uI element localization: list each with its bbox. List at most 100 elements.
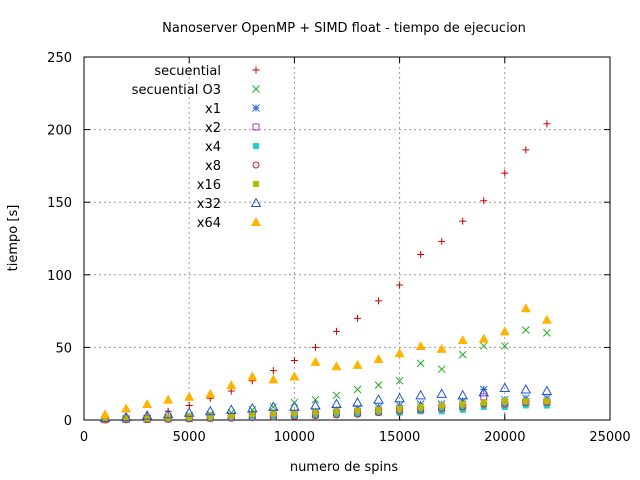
plot-frame [83,56,611,421]
data-point [501,169,509,177]
data-point [141,410,153,420]
y-tick-label: 100 [47,269,72,284]
data-marks [99,120,553,424]
data-point [478,386,490,397]
data-point [270,410,277,417]
data-point [184,391,195,401]
data-point [205,388,216,398]
data-point [249,411,256,418]
data-point [543,120,551,128]
x-tick-label: 20000 [484,430,525,445]
axis-ticks: 0 5000 10000 15000 20000 25000 0 50 100 150 200 250 [47,51,631,445]
data-point [354,314,362,322]
legend: secuential secuential O3 x1 x2 x4 x8 x16 x32 x64 [132,64,262,231]
legend-label: x32 [197,197,221,212]
x-tick-label: 5000 [173,430,206,445]
y-tick-label: 0 [64,414,72,429]
legend-label: secuential [154,64,221,79]
data-point [417,403,424,410]
data-point [459,217,467,225]
data-point [417,250,425,258]
series-secuential [101,120,551,423]
legend-marker [250,197,262,207]
data-point [396,281,404,289]
data-point [499,326,510,336]
data-point [269,367,277,375]
data-point [186,414,193,421]
legend-label: x16 [197,178,221,193]
data-point [226,380,237,390]
data-point [352,359,363,369]
data-point [396,409,403,416]
legend-marker [252,104,260,112]
data-point [394,348,405,358]
data-point [520,303,531,313]
x-tick-label: 10000 [274,430,315,445]
data-point [522,146,530,154]
data-point [354,411,361,418]
data-point [437,365,446,374]
data-point [480,197,488,205]
data-point [352,397,363,407]
data-point [416,359,425,368]
data-point [415,389,426,400]
y-tick-label: 50 [55,341,72,356]
data-point [163,394,174,404]
data-point [312,412,319,419]
data-point [311,395,320,404]
data-point [331,398,342,409]
data-point [269,403,278,411]
x-tick-label: 25000 [589,430,630,445]
data-point [142,399,153,409]
data-point [521,326,530,334]
x-axis-label: numero de spins [290,460,399,475]
data-point [480,393,488,401]
legend-marker [252,123,260,131]
data-point [373,394,384,404]
data-point [436,343,447,353]
data-point [522,398,529,405]
data-point [479,342,488,350]
data-point [332,327,340,335]
data-point [291,409,298,416]
legend-label: x64 [197,216,221,231]
chart-title: Nanoserver OpenMP + SIMD float - tiempo … [162,21,526,36]
data-point [457,335,468,345]
data-point [204,405,216,416]
data-point [458,350,467,359]
data-point [120,411,132,422]
data-point [457,389,469,400]
data-point [354,407,361,414]
data-point [480,399,487,406]
legend-marker [253,143,259,149]
legend-marker [252,85,260,93]
data-point [289,371,300,381]
data-point [396,405,403,412]
legend-marker [252,161,260,169]
data-point [479,385,488,394]
x-tick-label: 0 [80,430,88,445]
y-tick-label: 150 [47,196,72,211]
data-point [121,403,132,413]
data-point [310,399,321,410]
data-point [100,409,111,419]
data-point [375,406,382,413]
legend-label: x8 [205,159,221,174]
legend-label: x1 [205,102,221,117]
data-point [499,382,511,393]
data-point [225,404,237,414]
y-axis-label: tiempo [s] [6,205,21,272]
series-x64 [100,303,552,419]
data-point [501,398,508,405]
data-point [541,314,552,324]
data-point [333,411,340,418]
data-point [102,416,109,423]
legend-marker [252,66,260,74]
data-point [311,343,319,351]
data-point [183,407,195,417]
data-point [247,371,258,381]
legend-label: x2 [205,121,221,136]
legend-label: secuential O3 [132,83,221,98]
data-point [144,415,151,422]
